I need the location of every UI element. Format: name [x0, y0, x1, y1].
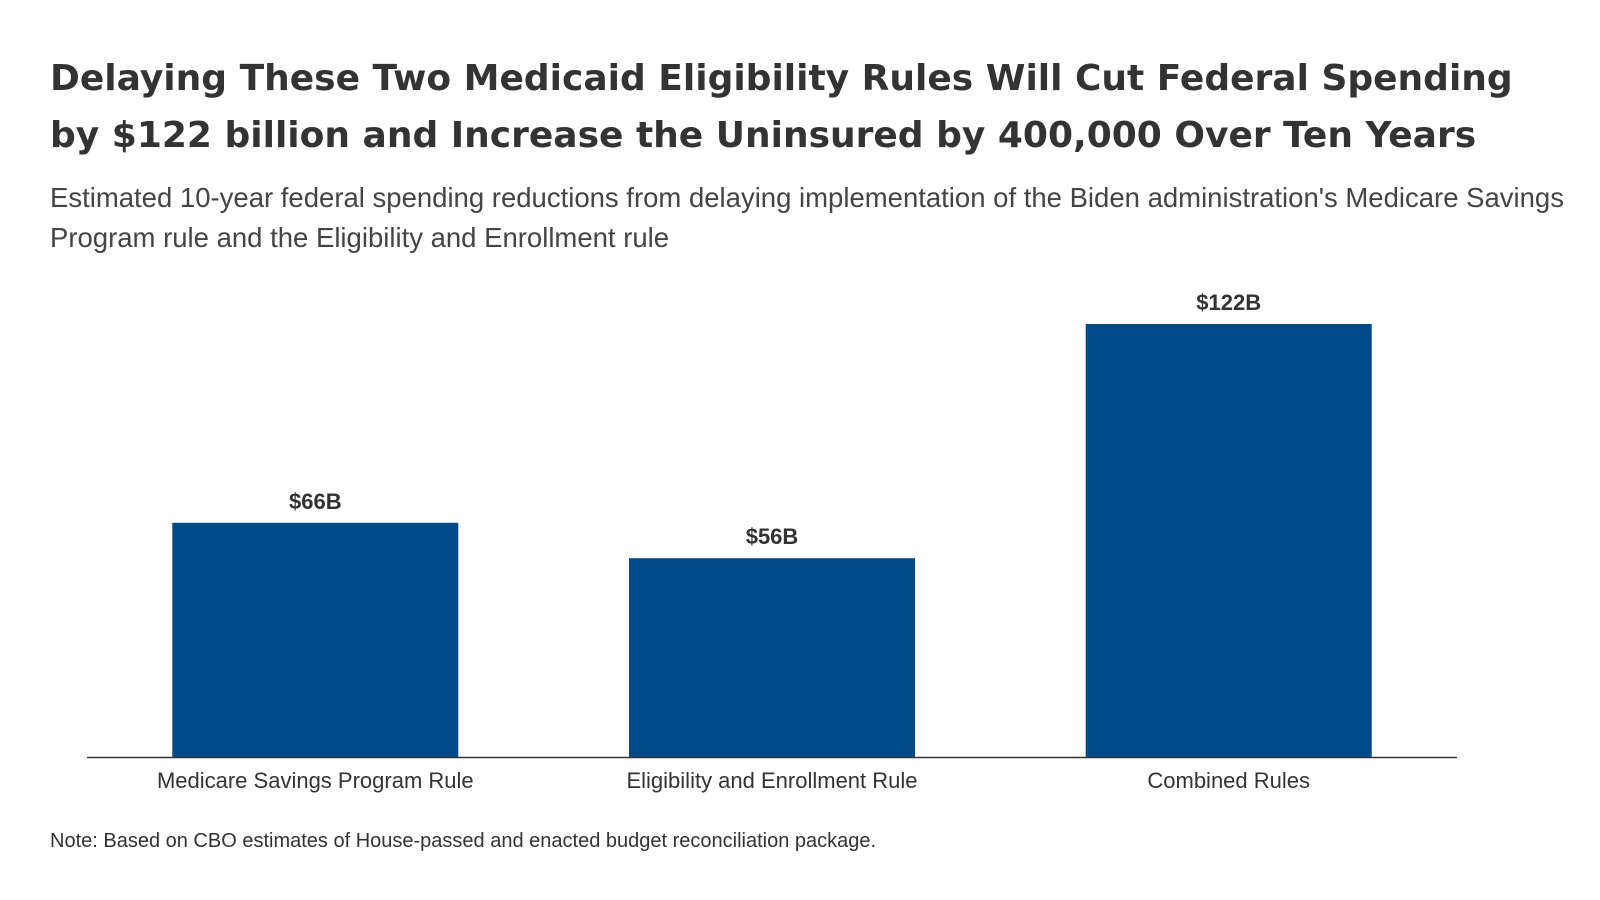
x-tick-label-1: Eligibility and Enrollment Rule [626, 768, 917, 793]
chart-subtitle: Estimated 10-year federal spending reduc… [50, 182, 1564, 253]
data-label-1: $56B [746, 524, 799, 549]
bar-1 [629, 558, 915, 757]
data-label-0: $66B [289, 489, 342, 514]
bar-2 [1085, 324, 1372, 757]
x-tick-label-2: Combined Rules [1147, 768, 1310, 793]
data-label-2: $122B [1196, 290, 1261, 315]
chart-note: Note: Based on CBO estimates of House-pa… [50, 830, 877, 852]
chart-title: Delaying These Two Medicaid Eligibility … [50, 58, 1513, 156]
bar-0 [172, 522, 459, 757]
x-tick-label-0: Medicare Savings Program Rule [157, 768, 474, 793]
